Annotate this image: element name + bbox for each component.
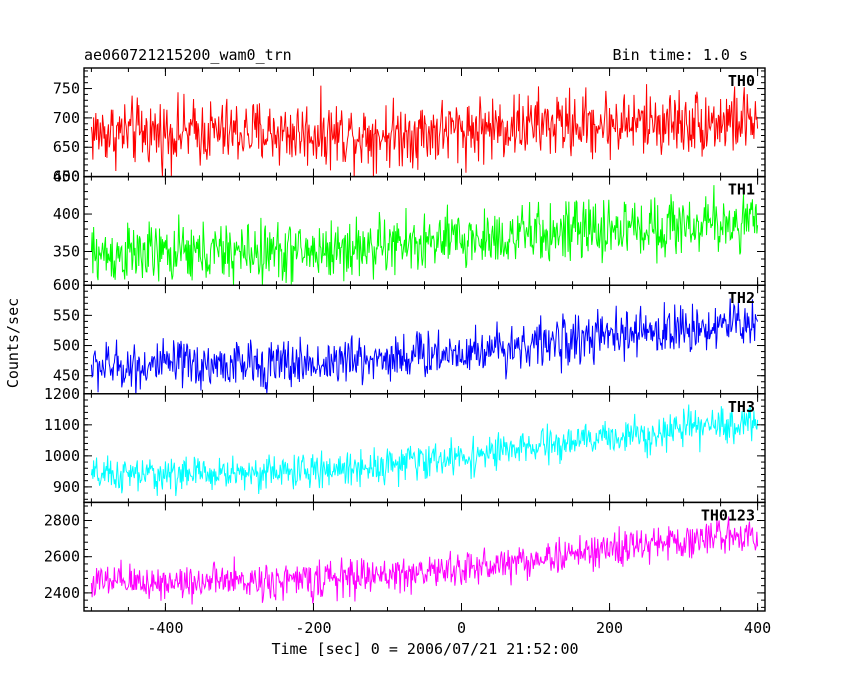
y-tick-label: 650	[53, 138, 80, 156]
y-tick-label: 550	[53, 306, 80, 324]
y-tick-label: 450	[53, 168, 80, 186]
y-tick-label: 500	[53, 337, 80, 355]
panel-th0123: 2400 2600 2800 TH0123	[44, 501, 766, 612]
y-tick-label: 750	[53, 80, 80, 98]
y-tick-label: 1200	[44, 385, 80, 403]
panel-th2: 450 500 550 600 TH2	[53, 276, 766, 395]
x-tick-label: 0	[457, 619, 466, 637]
series-label-th0: TH0	[728, 72, 755, 90]
series-label-th1: TH1	[728, 181, 755, 199]
series-label-th3: TH3	[728, 398, 755, 416]
panel-frame	[83, 393, 766, 504]
y-tick-label: 2400	[44, 584, 80, 602]
x-tick-label: 200	[596, 619, 623, 637]
y-tick-label: 900	[53, 478, 80, 496]
x-tick-label: -400	[147, 619, 183, 637]
panel-frame	[83, 501, 766, 612]
series-label-th0123: TH0123	[701, 506, 755, 524]
y-tick-label: 2800	[44, 512, 80, 530]
series-line-th3	[90, 404, 759, 497]
y-tick-label: 2600	[44, 548, 80, 566]
y-tick-label: 600	[53, 168, 80, 186]
x-tick-label: 400	[744, 619, 771, 637]
series-line-th0	[90, 84, 759, 177]
chart-title: ae060721215200_wam0_trn	[84, 46, 292, 64]
panel-th0: 600 650 700 750 TH0	[53, 67, 766, 186]
y-tick-label: 1100	[44, 416, 80, 434]
y-tick-label: 400	[53, 205, 80, 223]
panel-th1: 350 400 450 TH1	[53, 168, 766, 286]
panels: 600 650 700 750 TH0 350 400 450 TH1 450 500 550 600 T…	[44, 67, 771, 637]
y-tick-label: 350	[53, 242, 80, 260]
bin-time-label: Bin time: 1.0 s	[613, 46, 748, 64]
y-tick-label: 1000	[44, 447, 80, 465]
series-line-th0123	[90, 516, 759, 605]
y-axis-label: Counts/sec	[4, 298, 22, 388]
series-label-th2: TH2	[728, 289, 755, 307]
y-tick-label: 600	[53, 276, 80, 294]
y-tick-label: 450	[53, 367, 80, 385]
series-line-th2	[90, 298, 759, 394]
y-tick-label: 700	[53, 109, 80, 127]
x-axis-label: Time [sec] 0 = 2006/07/21 21:52:00	[271, 640, 578, 658]
panel-th3: 900 1000 1100 1200 TH3	[44, 385, 766, 504]
x-tick-label: -200	[295, 619, 331, 637]
series-line-th1	[90, 185, 759, 286]
